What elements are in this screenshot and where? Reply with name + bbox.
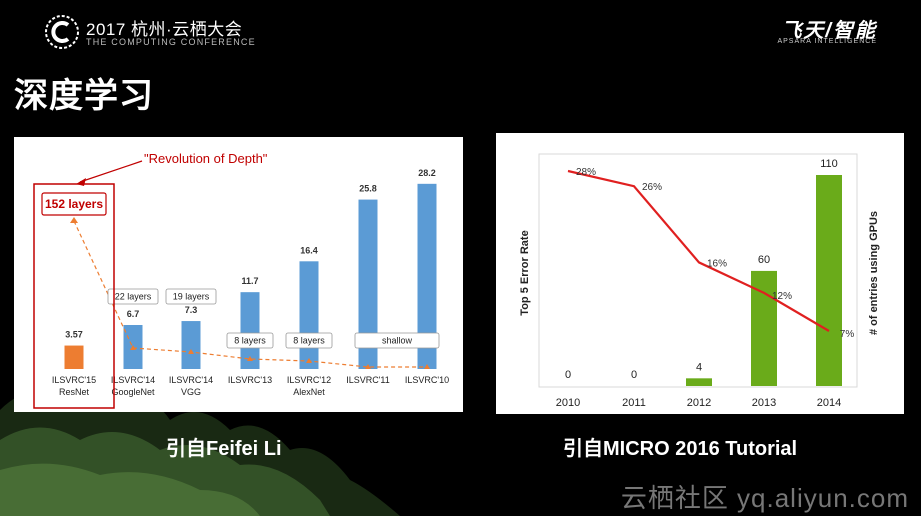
x-tick-label: ILSVRC'15 — [52, 375, 96, 385]
layer-box-label: 8 layers — [293, 336, 325, 346]
trend-arrowhead — [70, 217, 78, 223]
caption-right: 引自MICRO 2016 Tutorial — [563, 438, 798, 460]
x-tick-label: 2013 — [752, 397, 776, 409]
layer-box-label: 19 layers — [173, 292, 210, 302]
layer-box — [165, 288, 217, 305]
error-rate-label: 7% — [840, 329, 855, 340]
gpu-entries-chart-panel: 0 2010 0 2011 4 2012 60 2013 110 2014 28% 26% 16% 12%… — [496, 133, 904, 414]
conference-subtitle: THE COMPUTING CONFERENCE — [86, 37, 256, 47]
conference-logo-icon — [45, 15, 79, 49]
layer-box-label: 152 layers — [45, 197, 103, 211]
trend-marker — [130, 345, 136, 350]
watermark: 云栖社区 yq.aliyun.com — [620, 483, 909, 513]
bar-5 — [358, 199, 378, 369]
right-axis-label: # of entries using GPUs — [868, 211, 880, 335]
gpu-bar-value-label: 0 — [631, 369, 637, 381]
bar-2 — [181, 321, 201, 369]
forest-background-image — [0, 388, 400, 516]
layer-box — [226, 332, 274, 349]
x-sub-label: GoogleNet — [111, 387, 155, 397]
bar-3 — [240, 292, 260, 369]
gpu-bar-4 — [816, 175, 842, 386]
gpu-bar-2 — [686, 378, 712, 386]
trend-marker — [306, 358, 312, 363]
error-rate-label: 26% — [642, 182, 662, 193]
caption-left: 引自Feifei Li — [166, 438, 282, 460]
x-tick-label: 2012 — [687, 397, 711, 409]
conference-title: 2017 杭州·云栖大会 — [86, 20, 243, 39]
trend-marker — [188, 349, 194, 354]
plot-area-border — [538, 153, 858, 388]
resnet-highlight-box — [33, 183, 115, 409]
x-sub-label: ResNet — [59, 387, 90, 397]
layer-box — [285, 332, 333, 349]
x-tick-label: ILSVRC'14 — [111, 375, 155, 385]
bar-value-label: 6.7 — [127, 309, 140, 319]
x-tick-label: ILSVRC'10 — [405, 375, 449, 385]
error-rate-label: 12% — [772, 291, 792, 302]
error-rate-line — [567, 169, 830, 332]
bar-4 — [299, 261, 319, 369]
layer-box-label: shallow — [382, 336, 413, 346]
gpu-bar-value-label: 60 — [758, 254, 770, 266]
bar-6 — [417, 183, 437, 369]
x-sub-label: VGG — [181, 387, 201, 397]
bar-value-label: 7.3 — [185, 305, 198, 315]
x-tick-label: 2011 — [622, 397, 646, 409]
bar-value-label: 16.4 — [300, 245, 318, 255]
error-rate-gpu-chart: 0 2010 0 2011 4 2012 60 2013 110 2014 28% 26% 16% 12%… — [519, 153, 880, 409]
ilsvrc-chart-panel: 3.57 ILSVRC'15 ResNet 6.7 ILSVRC'14 GoogleNet… — [14, 137, 463, 412]
bar-value-label: 11.7 — [241, 276, 258, 286]
trend-marker — [424, 364, 430, 369]
layer-box-label: 22 layers — [115, 292, 152, 302]
x-tick-label: ILSVRC'11 — [346, 375, 390, 385]
annotation-arrow — [79, 160, 143, 183]
layer-box — [107, 288, 159, 305]
gpu-bar-value-label: 4 — [696, 361, 702, 373]
trend-marker — [247, 356, 253, 361]
layer-box-label: 8 layers — [234, 336, 266, 346]
x-sub-label: AlexNet — [293, 387, 325, 397]
bar-value-label: 3.57 — [65, 330, 83, 340]
gpu-bar-value-label: 0 — [565, 369, 571, 381]
bar-0 — [64, 345, 84, 369]
x-tick-label: 2010 — [556, 397, 580, 409]
slide-title: 深度学习 — [14, 77, 154, 115]
annotation-arrowhead — [76, 178, 86, 186]
x-tick-label: ILSVRC'12 — [287, 375, 331, 385]
layer-box — [41, 192, 107, 216]
error-rate-label: 16% — [707, 258, 727, 269]
ilsvrc-error-chart: 3.57 ILSVRC'15 ResNet 6.7 ILSVRC'14 GoogleNet… — [33, 151, 449, 409]
bar-value-label: 25.8 — [359, 184, 377, 194]
x-tick-label: ILSVRC'13 — [228, 375, 272, 385]
x-tick-label: 2014 — [817, 397, 841, 409]
brand-logo: 飞天/智能 — [781, 20, 877, 42]
left-axis-label: Top 5 Error Rate — [519, 230, 531, 315]
bar-value-label: 28.2 — [418, 168, 436, 178]
revolution-annotation: "Revolution of Depth" — [144, 151, 268, 166]
error-rate-label: 28% — [576, 167, 596, 178]
gpu-bar-3 — [751, 270, 777, 386]
brand-subtitle: APSARA INTELLIGENCE — [777, 38, 877, 45]
trend-marker — [365, 364, 371, 369]
gpu-bar-value-label: 110 — [820, 158, 838, 170]
layer-box — [354, 332, 440, 349]
x-tick-label: ILSVRC'14 — [169, 375, 213, 385]
